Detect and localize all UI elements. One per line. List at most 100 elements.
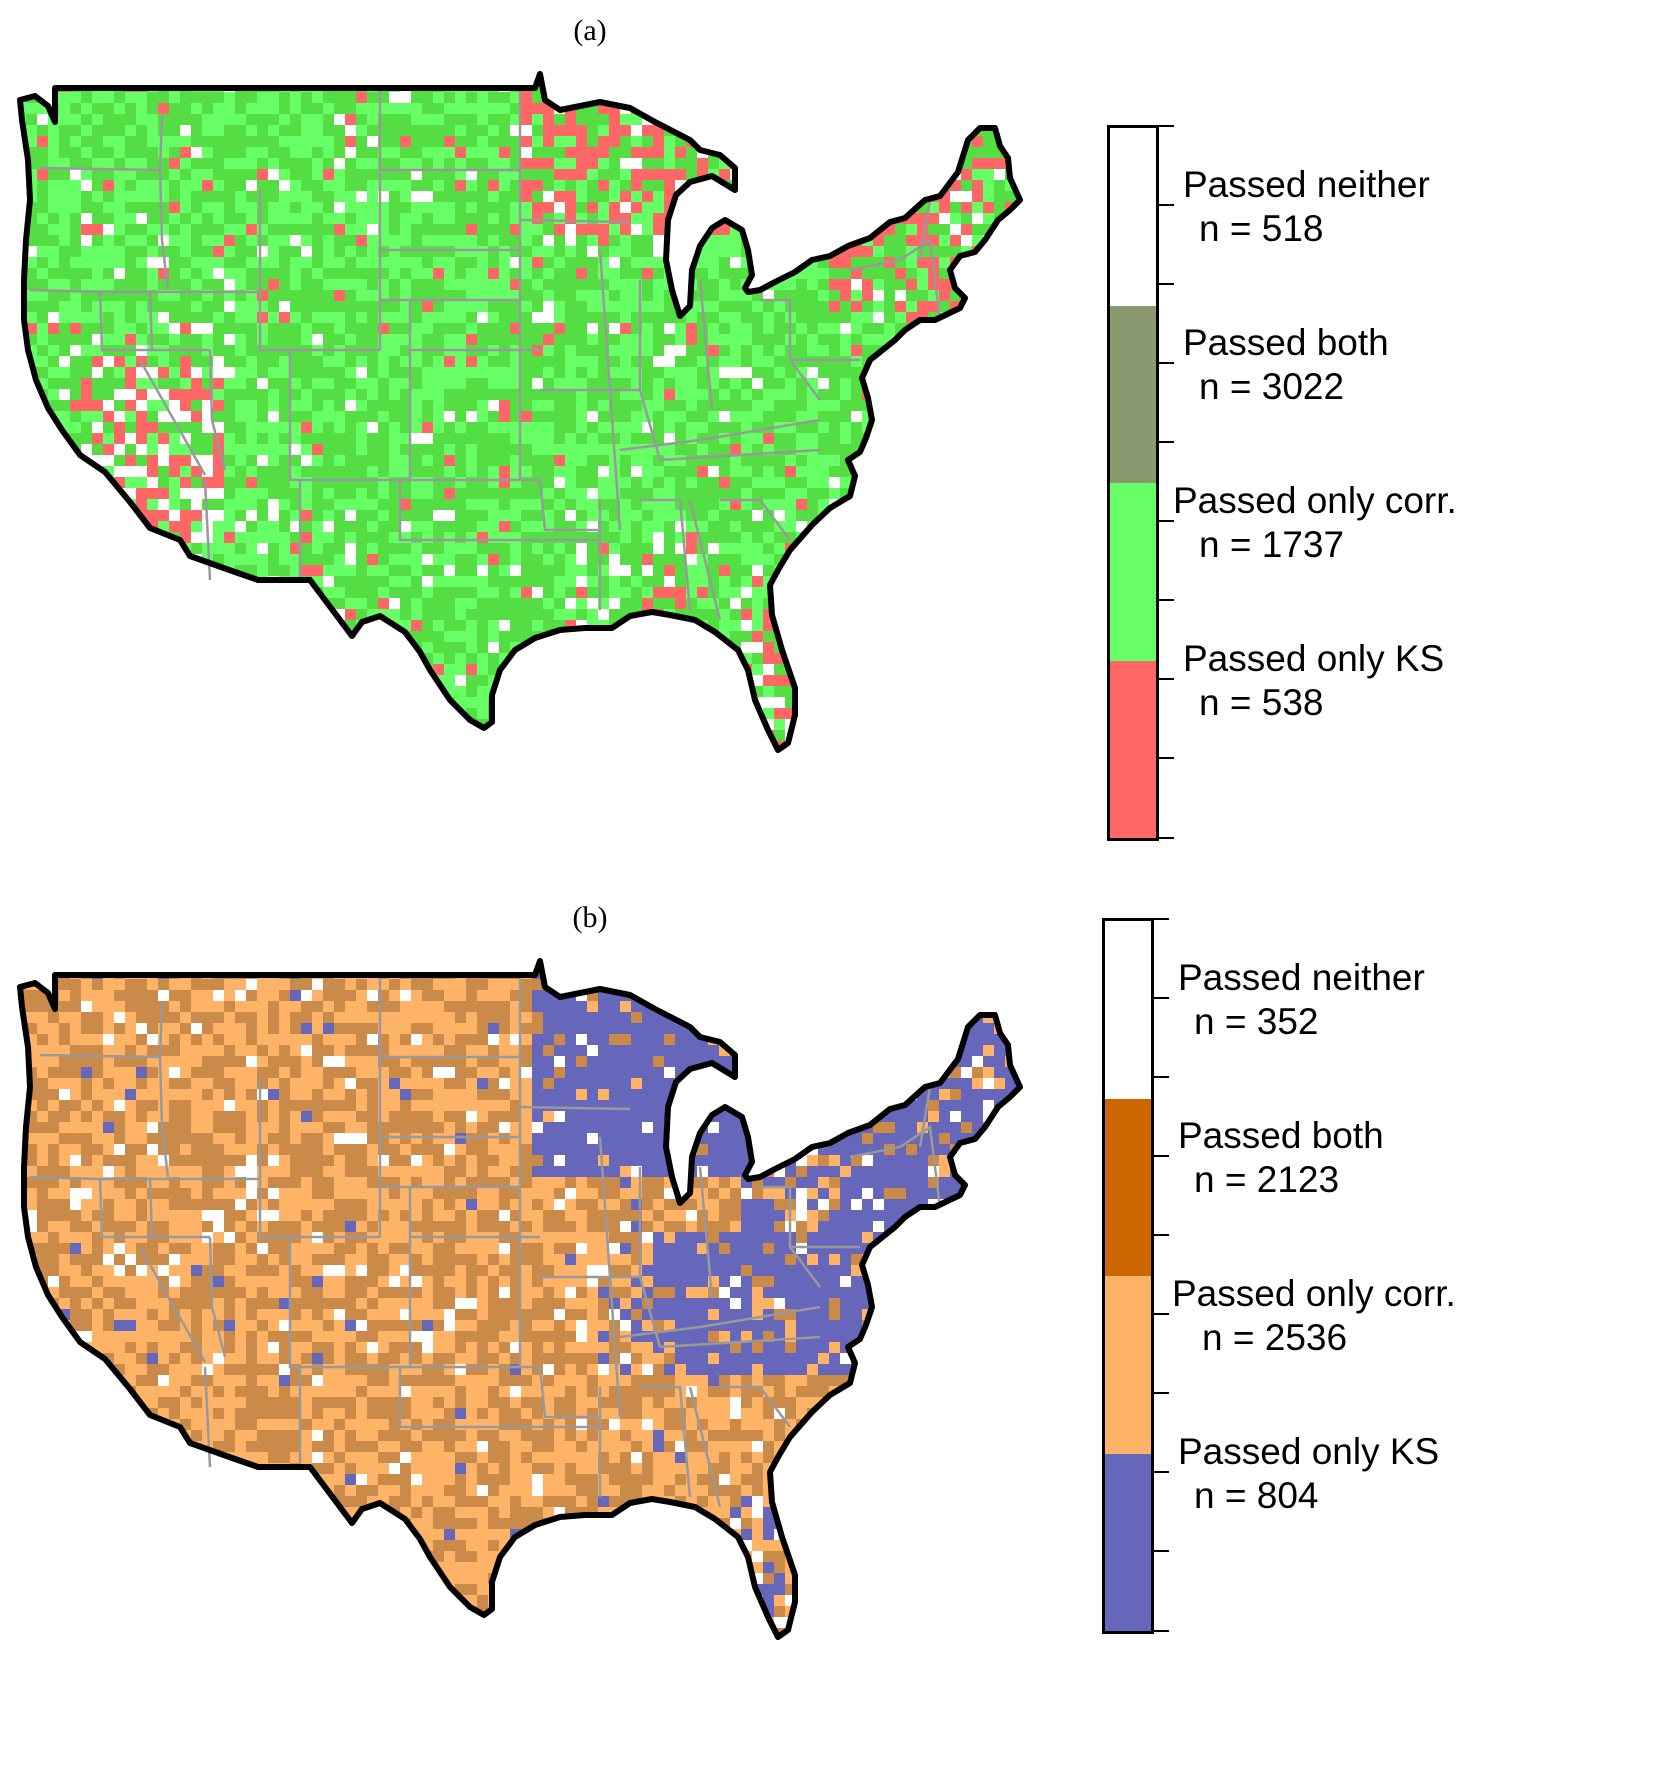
grid-cell [488,301,500,313]
grid-cell [752,367,764,379]
grid-cell [829,213,841,225]
grid-cell [796,367,808,379]
grid-cell [818,532,830,544]
grid-cell [389,125,401,137]
grid-cell [708,257,720,269]
grid-cell [675,455,687,467]
grid-cell [20,510,27,522]
grid-cell [180,290,192,302]
grid-cell [433,389,445,401]
grid-cell [796,444,808,456]
grid-cell [642,598,654,610]
grid-cell [114,136,126,148]
grid-cell [455,444,467,456]
grid-cell [829,235,841,247]
grid-cell [477,598,489,610]
grid-cell [598,444,610,456]
grid-cell [983,279,995,291]
grid-cell [906,301,918,313]
grid-cell [620,323,632,335]
grid-cell [1005,499,1017,511]
grid-cell [202,312,214,324]
grid-cell [708,103,720,115]
grid-cell [246,169,258,181]
grid-cell [972,444,984,456]
grid-cell [169,191,181,203]
grid-cell [488,158,500,170]
grid-cell [741,532,753,544]
grid-cell [400,488,412,500]
grid-cell [928,224,940,236]
grid-cell [301,356,313,368]
grid-cell [983,532,995,544]
grid-cell [400,191,412,203]
grid-cell [1027,565,1039,577]
grid-cell [356,521,368,533]
grid-cell [444,301,456,313]
grid-cell [939,136,951,148]
grid-cell [895,202,907,214]
grid-cell [598,488,610,500]
grid-cell [774,103,786,115]
grid-cell [675,334,687,346]
grid-cell [950,400,962,412]
grid-cell [917,224,929,236]
grid-cell [20,620,27,632]
grid-cell [312,444,324,456]
grid-cell [774,257,786,269]
grid-cell [774,125,786,137]
grid-cell [631,378,643,390]
grid-cell [290,202,302,214]
grid-cell [906,345,918,357]
grid-cell [224,191,236,203]
grid-cell [675,411,687,423]
grid-cell [554,565,566,577]
grid-cell [620,114,632,126]
grid-cell [433,180,445,192]
grid-cell [92,246,104,258]
grid-cell [1027,631,1039,643]
grid-cell [213,279,225,291]
grid-cell [543,422,555,434]
grid-cell [1016,356,1020,368]
grid-cell [81,576,93,588]
grid-cell [620,180,632,192]
grid-cell [202,378,214,390]
grid-cell [532,521,544,533]
grid-cell [906,455,918,467]
grid-cell [642,125,654,137]
grid-cell [1005,81,1017,93]
grid-cell [48,367,60,379]
grid-cell [686,103,698,115]
grid-cell [609,598,621,610]
grid-cell [334,400,346,412]
grid-cell [796,114,808,126]
grid-cell [224,213,236,225]
grid-cell [213,213,225,225]
grid-cell [488,92,500,104]
grid-cell [554,400,566,412]
grid-cell [466,356,478,368]
grid-cell [664,477,676,489]
grid-cell [301,224,313,236]
grid-cell [675,422,687,434]
grid-cell [389,290,401,302]
grid-cell [928,631,940,643]
grid-cell [48,290,60,302]
grid-cell [664,74,676,82]
grid-cell [136,312,148,324]
grid-cell [279,565,291,577]
grid-cell [972,422,984,434]
grid-cell [92,268,104,280]
grid-cell [26,433,38,445]
grid-cell [587,169,599,181]
grid-cell [389,389,401,401]
grid-cell [345,554,357,566]
grid-cell [26,114,38,126]
grid-cell [598,180,610,192]
grid-cell [356,378,368,390]
grid-cell [213,136,225,148]
grid-cell [521,620,533,632]
grid-cell [488,631,500,643]
grid-cell [312,554,324,566]
